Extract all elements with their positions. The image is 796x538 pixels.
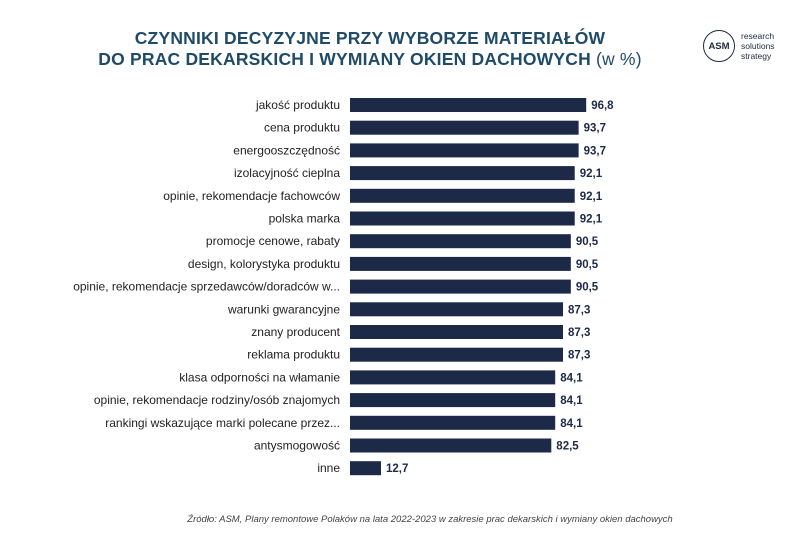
value-label: 87,3 bbox=[568, 304, 590, 316]
bar bbox=[350, 415, 556, 430]
logo-line-research: research bbox=[741, 31, 775, 41]
chart-title: CZYNNIKI DECYZYJNE PRZY WYBORZE MATERIAŁ… bbox=[70, 28, 670, 70]
value-label: 93,7 bbox=[584, 145, 606, 157]
category-label: warunki gwarancyjne bbox=[227, 302, 340, 316]
value-label: 82,5 bbox=[556, 441, 579, 453]
value-label: 90,5 bbox=[576, 236, 599, 248]
value-label: 84,1 bbox=[560, 395, 583, 407]
bar-chart: jakość produktu 96,8 cena produktu 93,7 ener… bbox=[73, 98, 614, 476]
category-label: opinie, rekomendacje rodziny/osób znajom… bbox=[94, 393, 340, 407]
bar bbox=[350, 302, 564, 317]
asm-logo: ASM research solutions strategy bbox=[703, 30, 795, 66]
bar bbox=[350, 143, 579, 158]
asm-logo-mark: ASM bbox=[703, 30, 735, 62]
category-label: energooszczędność bbox=[233, 143, 340, 157]
value-label: 87,3 bbox=[568, 327, 590, 339]
logo-line-solutions: solutions bbox=[741, 41, 775, 51]
bar bbox=[350, 120, 579, 135]
value-label: 92,1 bbox=[580, 214, 603, 226]
bar bbox=[350, 438, 552, 453]
value-label: 92,1 bbox=[580, 191, 603, 203]
bar bbox=[350, 98, 587, 112]
category-label: cena produktu bbox=[264, 121, 340, 135]
bar bbox=[350, 166, 575, 181]
category-label: rankingi wskazujące marki polecane przez… bbox=[105, 416, 340, 430]
bar bbox=[350, 256, 571, 271]
category-label: opinie, rekomendacje fachowców bbox=[163, 189, 340, 203]
source-note: Źródło: ASM, Plany remontowe Polaków na … bbox=[187, 514, 673, 525]
category-label: promocje cenowe, rabaty bbox=[206, 234, 340, 248]
category-label: opinie, rekomendacje sprzedawców/doradcó… bbox=[73, 280, 340, 294]
value-label: 93,7 bbox=[584, 123, 606, 135]
category-label: jakość produktu bbox=[255, 98, 340, 112]
value-label: 90,5 bbox=[576, 282, 599, 294]
bar bbox=[350, 211, 575, 226]
asm-logo-tagline: research solutions strategy bbox=[741, 31, 796, 61]
logo-line-strategy: strategy bbox=[741, 51, 772, 61]
chart-title-unit: (w %) bbox=[596, 49, 642, 69]
bar bbox=[350, 461, 381, 476]
category-label: polska marka bbox=[269, 212, 341, 226]
bar bbox=[350, 347, 564, 362]
bar bbox=[350, 234, 571, 249]
value-label: 96,8 bbox=[591, 100, 614, 112]
bar bbox=[350, 188, 575, 203]
bar bbox=[350, 370, 556, 385]
category-label: design, kolorystyka produktu bbox=[188, 257, 340, 271]
category-label: reklama produktu bbox=[247, 348, 340, 362]
category-label: antysmogowość bbox=[254, 439, 340, 453]
value-label: 12,7 bbox=[386, 463, 408, 475]
chart-title-line-1: CZYNNIKI DECYZYJNE PRZY WYBORZE MATERIAŁ… bbox=[134, 28, 606, 48]
category-label: klasa odporności na włamanie bbox=[179, 370, 340, 384]
value-label: 92,1 bbox=[580, 168, 603, 180]
chart-title-line-2-text: DO PRAC DEKARSKICH I WYMIANY OKIEN DACHO… bbox=[98, 49, 591, 69]
category-label: znany producent bbox=[251, 325, 340, 339]
value-label: 84,1 bbox=[560, 372, 583, 384]
bar bbox=[350, 393, 556, 408]
category-label: izolacyjność cieplna bbox=[234, 166, 340, 180]
bar bbox=[350, 325, 564, 339]
value-label: 84,1 bbox=[560, 418, 583, 430]
value-label: 87,3 bbox=[568, 350, 590, 362]
bar bbox=[350, 279, 571, 294]
chart-title-line-2: DO PRAC DEKARSKICH I WYMIANY OKIEN DACHO… bbox=[70, 49, 670, 70]
value-label: 90,5 bbox=[576, 259, 599, 271]
category-label: inne bbox=[317, 461, 340, 475]
